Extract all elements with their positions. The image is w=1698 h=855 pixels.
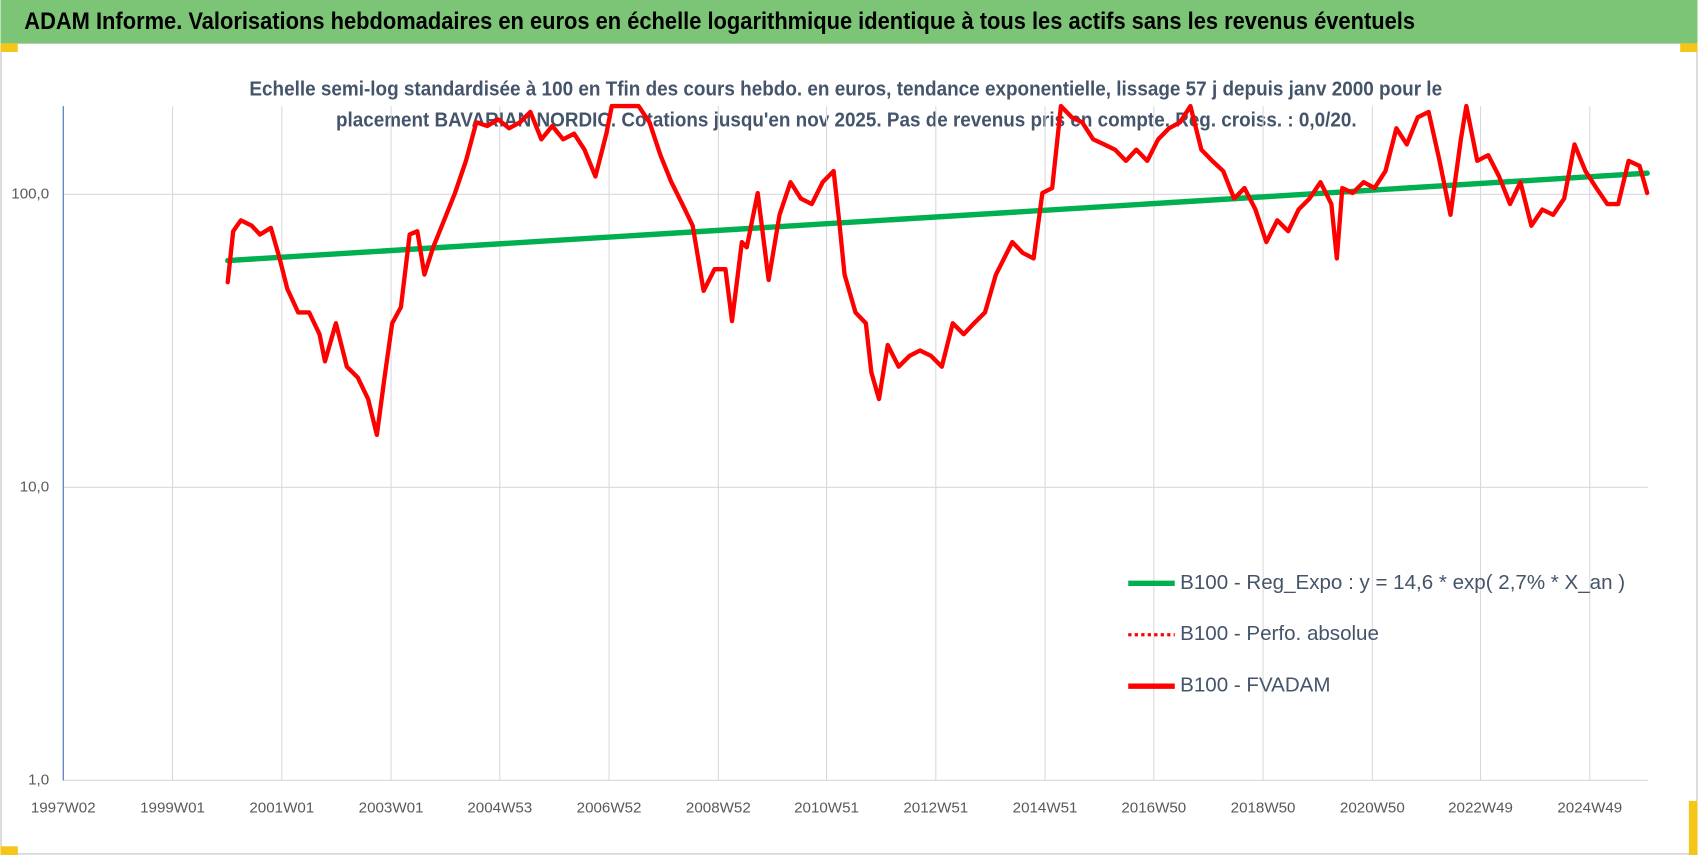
x-tick-label: 2020W50 [1340,799,1405,816]
x-tick-label: 2012W51 [903,799,968,816]
chart-subtitle: Echelle semi-log standardisée à 100 en T… [249,77,1442,100]
series-line [225,170,1650,264]
y-tick-label: 1,0 [28,771,49,788]
y-tick-label: 100,0 [11,185,49,202]
corner-mark [0,43,18,52]
y-tick-label: 10,0 [20,478,49,495]
x-tick-label: 2001W01 [249,799,314,816]
series-line [225,103,1650,438]
legend: B100 - Reg_Expo : y = 14,6 * exp( 2,7% *… [1128,571,1625,697]
legend-label: B100 - Reg_Expo : y = 14,6 * exp( 2,7% *… [1180,571,1625,594]
x-tick-label: 2018W50 [1231,799,1296,816]
chart-title: ADAM Informe. Valorisations hebdomadaire… [24,8,1415,35]
x-tick-label: 2024W49 [1557,799,1622,816]
x-tick-label: 2016W50 [1121,799,1186,816]
corner-mark [1680,43,1698,52]
x-tick-label: 2014W51 [1013,799,1078,816]
x-tick-label: 2010W51 [794,799,859,816]
grid: 1997W02 1999W01 2001W01 2003W01 2004W53 2006W… [11,106,1648,816]
plot [225,103,1650,438]
header-bar [0,0,1698,44]
x-tick-label: 1999W01 [140,799,205,816]
corner-mark [1688,800,1698,855]
x-tick-label: 2006W52 [577,799,642,816]
x-tick-label: 2003W01 [359,799,424,816]
x-tick-label: 2022W49 [1448,799,1513,816]
corner-mark [0,846,18,855]
x-tick-label: 2004W53 [467,799,532,816]
x-tick-label: 1997W02 [31,799,96,816]
x-tick-label: 2008W52 [686,799,751,816]
chart-subtitle: placement BAVARIAN NORDIC. Cotations jus… [336,109,1357,132]
legend-label: B100 - Perfo. absolue [1180,622,1379,645]
legend-label: B100 - FVADAM [1180,674,1330,697]
